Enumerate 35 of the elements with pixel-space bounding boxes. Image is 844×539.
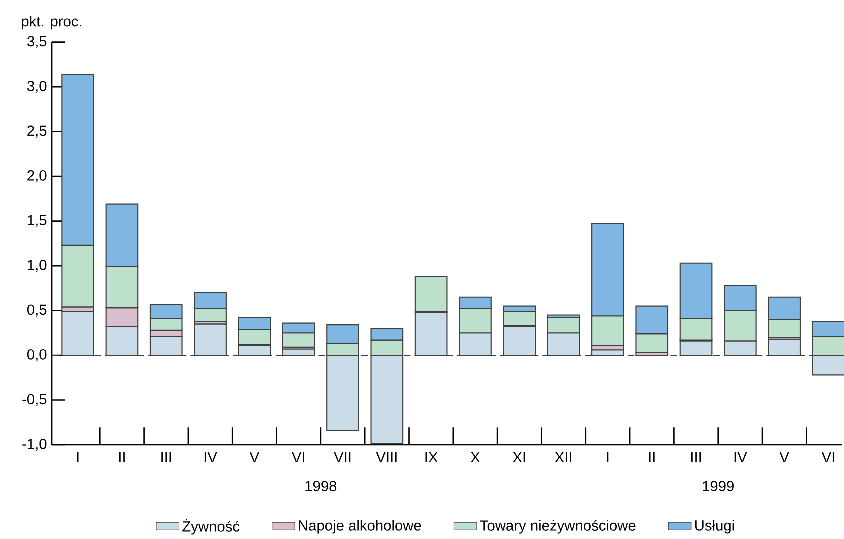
x-tick-label: III <box>692 452 702 462</box>
x-tick-label: II <box>649 452 655 462</box>
y-tick-label: -0,5 <box>22 394 47 406</box>
x-tick-label: I <box>77 452 79 462</box>
y-tick-label: 3,0 <box>27 81 47 94</box>
legend-label: Żywność <box>182 519 240 535</box>
x-tick-label: XII <box>555 452 572 462</box>
y-tick-label: 1,0 <box>28 260 47 272</box>
x-tick-label: VI <box>822 452 834 462</box>
y-tick-label: 2,5 <box>28 126 47 138</box>
x-tick-label: IX <box>426 452 438 462</box>
legend-label: Usługi <box>695 520 734 534</box>
y-tick-label: 2,0 <box>28 170 47 183</box>
x-tick-label: IV <box>204 452 218 462</box>
y-tick-label: 0,5 <box>27 304 47 317</box>
x-tick-label: II <box>120 452 125 462</box>
y-tick-label: 0,0 <box>27 349 47 362</box>
y-tick-label: 3,5 <box>27 36 47 48</box>
x-tick-label: VI <box>292 452 304 462</box>
legend-label: Towary nieżywnościowe <box>480 520 636 534</box>
x-tick-label: VIII <box>376 452 397 462</box>
x-tick-label: III <box>162 452 172 462</box>
text: 1998 <box>306 481 337 492</box>
legend-label: Napoje alkoholowe <box>299 520 422 534</box>
y-tick-label: 1,5 <box>28 215 47 228</box>
x-tick-label: V <box>780 452 790 462</box>
x-tick-label: X <box>470 452 480 462</box>
x-tick-label: XI <box>513 452 526 462</box>
x-tick-label: I <box>607 452 609 462</box>
x-tick-label: V <box>250 452 260 462</box>
y-axis-title: pkt. proc. <box>22 16 82 30</box>
text: 1999 <box>703 481 734 492</box>
y-tick-label: -1,0 <box>22 438 47 452</box>
x-tick-label: IV <box>734 452 748 462</box>
x-tick-label: VII <box>334 452 351 462</box>
